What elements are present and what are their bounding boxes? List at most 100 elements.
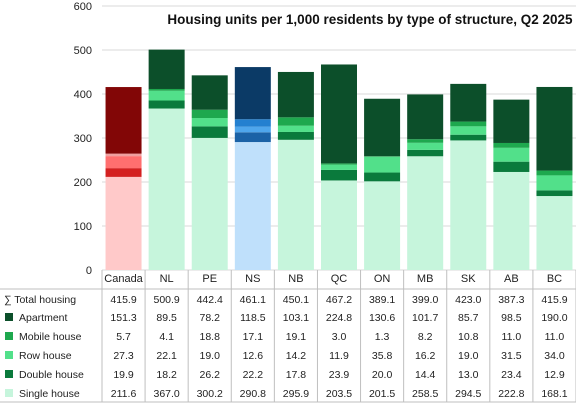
data-label-mobile: 10.8: [458, 331, 479, 343]
data-label-single: 294.5: [455, 388, 481, 400]
bar-segment-row: [321, 164, 357, 170]
bar-segment-row: [450, 126, 487, 135]
bar-segment-double: [105, 168, 142, 177]
y-tick-label: 400: [74, 89, 92, 101]
data-label-total: 461.1: [240, 294, 266, 306]
bar-segment-single: [450, 140, 487, 270]
x-tick-label: NS: [245, 273, 260, 285]
bar-segment-mobile: [536, 170, 573, 176]
bar-segment-double: [450, 134, 487, 141]
data-label-double: 23.4: [501, 369, 522, 381]
legend-swatch-apartment: [5, 313, 13, 321]
bar-segment-single: [148, 108, 185, 271]
data-label-single: 201.5: [369, 388, 395, 400]
chart-title: Housing units per 1,000 residents by typ…: [167, 12, 573, 27]
bar-segment-apartment: [407, 94, 444, 140]
data-label-total: 423.0: [455, 294, 481, 306]
data-label-apartment: 118.5: [240, 312, 266, 324]
data-label-row: 27.3: [113, 350, 134, 362]
data-label-mobile: 4.1: [159, 331, 174, 343]
legend-label-double: Double house: [19, 369, 84, 381]
data-label-row: 19.0: [458, 350, 479, 362]
data-label-apartment: 151.3: [110, 312, 136, 324]
legend-label-mobile: Mobile house: [19, 331, 82, 343]
data-label-mobile: 17.1: [243, 331, 264, 343]
bar-segment-row: [493, 147, 530, 162]
data-label-double: 26.2: [200, 369, 221, 381]
data-label-total: 415.9: [110, 294, 136, 306]
bar-segment-double: [493, 161, 530, 172]
data-label-mobile: 19.1: [286, 331, 307, 343]
bar-segment-double: [321, 169, 357, 181]
data-label-mobile: 1.3: [375, 331, 390, 343]
data-label-single: 211.6: [111, 388, 137, 400]
bar-segment-mobile: [493, 142, 530, 148]
bar-segment-single: [105, 176, 142, 270]
bar-segment-single: [321, 180, 357, 270]
data-label-double: 19.9: [113, 369, 134, 381]
legend-label-row: Row house: [19, 350, 72, 362]
data-label-double: 20.0: [372, 369, 393, 381]
y-axis-ticks: 0 100 200 300 400 500 600: [74, 1, 92, 277]
legend-label-single: Single house: [19, 388, 80, 400]
x-tick-label: QC: [331, 273, 348, 285]
bar-segment-single: [493, 171, 530, 270]
bar-segment-row: [536, 175, 573, 191]
data-label-single: 290.8: [240, 388, 266, 400]
data-label-row: 31.5: [501, 350, 522, 362]
data-table: Canada NL PE NS NB QC ON MB SK AB BC ∑ Total housin…: [0, 270, 576, 403]
data-label-row: 35.8: [372, 350, 393, 362]
bar-segment-row: [105, 156, 142, 169]
bar-segment-apartment: [321, 64, 357, 164]
data-label-total: 450.1: [283, 294, 309, 306]
data-label-single: 367.0: [153, 388, 179, 400]
bar-segment-double: [407, 149, 444, 157]
bar-segment-double: [148, 100, 185, 109]
data-label-total: 442.4: [197, 294, 223, 306]
legend-swatch-double: [5, 370, 13, 378]
data-label-total: 467.2: [326, 294, 352, 306]
bar-segment-single: [234, 142, 271, 270]
bar-segment-double: [191, 126, 228, 138]
bar-segment-row: [191, 118, 228, 127]
data-label-single: 203.5: [326, 388, 352, 400]
data-label-double: 22.2: [243, 369, 264, 381]
bar-segment-apartment: [148, 49, 185, 89]
data-label-double: 13.0: [458, 369, 479, 381]
bar-segment-single: [407, 156, 444, 270]
row-label-total: ∑ Total housing: [4, 294, 76, 306]
data-label-single: 295.9: [283, 388, 309, 400]
bar-segment-row: [234, 126, 271, 133]
x-tick-label: ON: [374, 273, 391, 285]
data-label-total: 389.1: [369, 294, 395, 306]
y-tick-label: 300: [74, 133, 92, 145]
legend-swatch-mobile: [5, 332, 13, 340]
data-label-apartment: 224.8: [326, 312, 352, 324]
x-tick-label: SK: [461, 273, 476, 285]
x-tick-label: NB: [288, 273, 303, 285]
data-label-apartment: 78.2: [200, 312, 221, 324]
data-label-single: 300.2: [197, 388, 223, 400]
data-label-single: 168.1: [541, 388, 567, 400]
data-label-total: 399.0: [412, 294, 438, 306]
bar-segment-apartment: [493, 99, 530, 143]
x-tick-label: AB: [504, 273, 519, 285]
bar-segment-double: [364, 172, 401, 182]
x-tick-label: PE: [202, 273, 217, 285]
data-label-mobile: 5.7: [116, 331, 131, 343]
data-label-single: 222.8: [498, 388, 524, 400]
bars: [105, 49, 573, 271]
bar-segment-mobile: [234, 119, 271, 127]
bar-segment-mobile: [105, 153, 142, 157]
data-label-row: 22.1: [156, 350, 177, 362]
data-label-apartment: 103.1: [283, 312, 309, 324]
bar-segment-apartment: [450, 83, 487, 122]
bar-segment-apartment: [191, 75, 228, 110]
data-label-apartment: 101.7: [412, 312, 438, 324]
data-label-mobile: 11.0: [502, 331, 522, 343]
bar-segment-mobile: [148, 88, 185, 91]
data-label-row: 16.2: [415, 350, 436, 362]
data-label-double: 12.9: [544, 369, 565, 381]
y-tick-label: 600: [74, 1, 92, 13]
